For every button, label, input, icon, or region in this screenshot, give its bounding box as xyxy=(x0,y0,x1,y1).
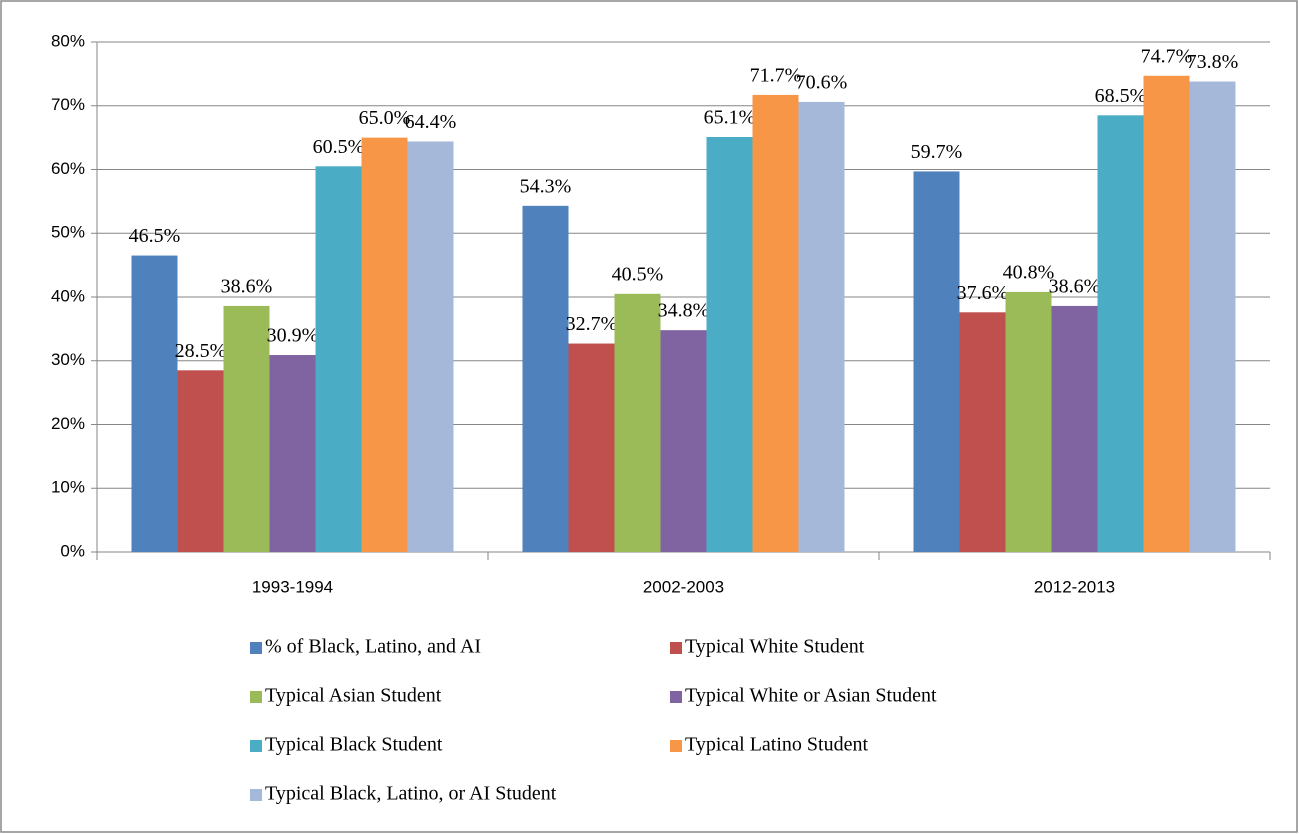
value-label: 54.3% xyxy=(520,175,572,197)
bar xyxy=(913,171,960,552)
value-label: 40.5% xyxy=(612,263,664,285)
y-tick-label: 80% xyxy=(51,31,85,50)
value-label: 70.6% xyxy=(796,72,848,94)
bar xyxy=(568,343,615,552)
y-tick-label: 20% xyxy=(51,414,85,433)
legend-swatch xyxy=(250,691,262,703)
legend-swatch xyxy=(250,642,262,654)
legend-swatch xyxy=(670,642,682,654)
value-label: 65.0% xyxy=(359,107,411,129)
value-label: 38.6% xyxy=(1049,276,1101,298)
y-tick-label: 40% xyxy=(51,286,85,305)
y-tick-label: 70% xyxy=(51,95,85,114)
y-tick-label: 60% xyxy=(51,159,85,178)
value-label: 38.6% xyxy=(221,276,273,298)
bar xyxy=(1005,291,1052,552)
y-tick-label: 30% xyxy=(51,350,85,369)
x-tick-label: 2002-2003 xyxy=(643,577,724,596)
bar xyxy=(177,370,224,552)
bar xyxy=(223,305,270,552)
legend-swatch xyxy=(670,691,682,703)
value-label: 37.6% xyxy=(957,282,1009,304)
bar xyxy=(1097,115,1144,552)
legend-swatch xyxy=(250,789,262,801)
value-label: 30.9% xyxy=(267,325,319,347)
bar xyxy=(959,312,1006,552)
bar xyxy=(407,141,454,552)
bar xyxy=(1189,81,1236,553)
legend-label: Typical White or Asian Student xyxy=(685,685,937,707)
value-label: 40.8% xyxy=(1003,261,1055,283)
legend-label: Typical Black Student xyxy=(265,734,443,756)
bar xyxy=(752,94,799,552)
value-label: 32.7% xyxy=(566,313,618,335)
value-label: 46.5% xyxy=(129,225,181,247)
bar xyxy=(361,137,408,552)
bar xyxy=(315,166,362,552)
legend-label: Typical Asian Student xyxy=(265,685,442,707)
y-tick-label: 10% xyxy=(51,478,85,497)
x-tick-label: 1993-1994 xyxy=(252,577,333,596)
y-tick-label: 0% xyxy=(60,541,85,560)
legend-swatch xyxy=(670,740,682,752)
bar xyxy=(269,355,316,552)
value-label: 34.8% xyxy=(658,300,710,322)
bar xyxy=(1051,305,1098,552)
bar xyxy=(706,136,753,553)
x-tick-label: 2012-2013 xyxy=(1034,577,1115,596)
value-label: 60.5% xyxy=(313,136,365,158)
bar xyxy=(522,205,569,552)
value-label: 59.7% xyxy=(911,141,963,163)
bar xyxy=(614,293,661,552)
bar xyxy=(798,101,845,553)
legend-label: Typical Black, Latino, or AI Student xyxy=(265,783,557,805)
legend-label: % of Black, Latino, and AI xyxy=(265,636,481,658)
legend-label: Typical Latino Student xyxy=(685,734,868,756)
value-label: 68.5% xyxy=(1095,85,1147,107)
legend-swatch xyxy=(250,740,262,752)
bar xyxy=(660,330,707,552)
value-label: 74.7% xyxy=(1141,45,1193,67)
y-tick-label: 50% xyxy=(51,223,85,242)
value-label: 28.5% xyxy=(175,340,227,362)
legend-label: Typical White Student xyxy=(685,636,865,658)
value-label: 64.4% xyxy=(405,111,457,133)
value-label: 65.1% xyxy=(704,107,756,129)
value-label: 73.8% xyxy=(1187,51,1239,73)
value-label: 71.7% xyxy=(750,65,802,87)
bar xyxy=(131,255,178,552)
bar xyxy=(1143,75,1190,552)
